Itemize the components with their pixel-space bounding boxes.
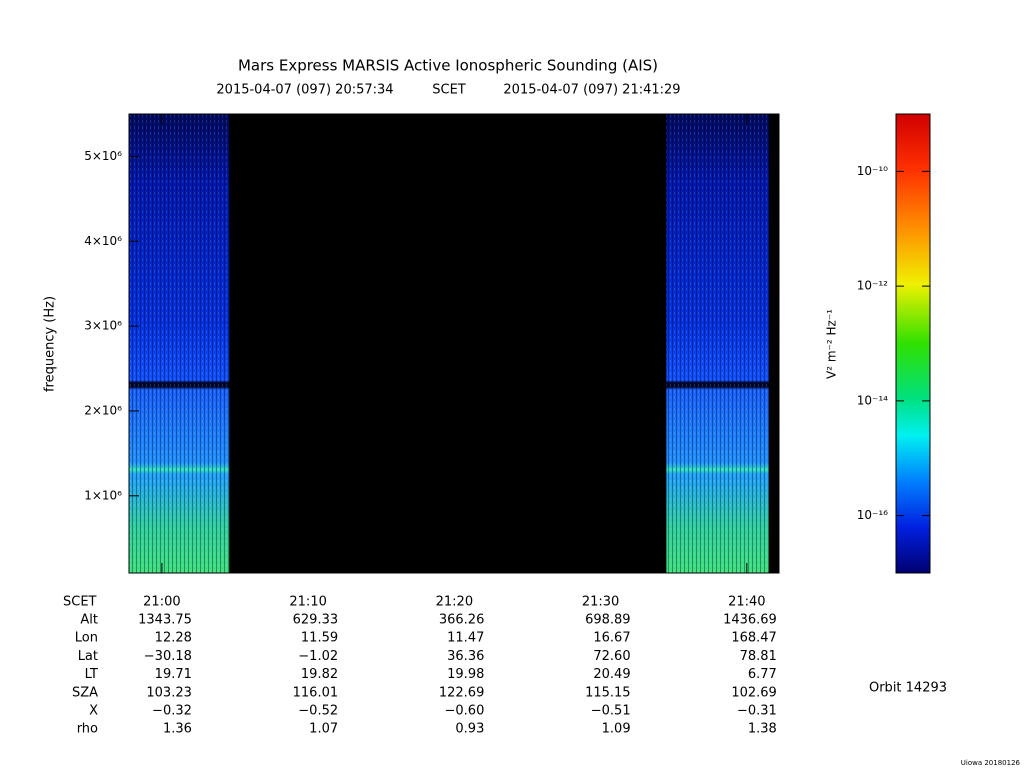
ephemeris-value: 11.47: [447, 631, 484, 646]
y-tick-label: 5×10⁶: [84, 149, 122, 163]
ephemeris-value: 12.28: [155, 631, 192, 646]
ephemeris-value: 366.26: [439, 613, 485, 628]
ephemeris-value: −0.60: [445, 704, 485, 719]
orbit: Orbit 14293: [869, 681, 947, 696]
x-tick-label: 21:20: [436, 595, 473, 610]
end-time: 2015-04-07 (097) 21:41:29: [503, 83, 680, 98]
colorbar-tick-label: 10⁻¹⁴: [857, 393, 888, 407]
x-tick-label: 21:30: [582, 595, 619, 610]
ephemeris-value: 11.59: [301, 631, 338, 646]
ephemeris-value: 122.69: [439, 685, 485, 700]
y-tick-label: 3×10⁶: [84, 319, 122, 333]
ephemeris-value: 20.49: [593, 667, 630, 682]
ephemeris-label: LT: [85, 667, 98, 682]
ephemeris-value: 36.36: [447, 649, 484, 664]
spectrogram-texture: [129, 114, 230, 573]
start-time: 2015-04-07 (097) 20:57:34: [216, 83, 393, 98]
ephemeris-value: 102.69: [731, 685, 777, 700]
ephemeris-value: 19.98: [447, 667, 484, 682]
colorbar-tick-label: 10⁻¹⁶: [857, 508, 888, 522]
x-tick-label: 21:40: [728, 595, 765, 610]
credit: Uiowa 20180126: [961, 759, 1021, 767]
ephemeris-value: 698.89: [585, 613, 631, 628]
y-tick-label: 4×10⁶: [84, 234, 122, 248]
colorbar-tick-label: 10⁻¹²: [857, 279, 888, 293]
colorbar-tick-label: 10⁻¹⁰: [857, 164, 888, 178]
ephemeris-value: −0.51: [591, 704, 631, 719]
ephemeris-value: 1.09: [602, 722, 631, 737]
y-tick-label: 2×10⁶: [84, 403, 122, 417]
ephemeris-header: SCET: [63, 595, 97, 610]
spectrogram-texture: [666, 114, 769, 573]
ephemeris-value: 103.23: [146, 685, 192, 700]
ephemeris-value: 1.36: [163, 722, 192, 737]
ephemeris-value: 115.15: [585, 685, 631, 700]
ephemeris-label: SZA: [72, 685, 98, 700]
ephemeris-label: rho: [77, 722, 98, 737]
ephemeris-value: −0.31: [737, 704, 777, 719]
ephemeris-value: 629.33: [293, 613, 339, 628]
ephemeris-value: 1.07: [309, 722, 338, 737]
ephemeris-value: 16.67: [593, 631, 630, 646]
ephemeris-value: 0.93: [455, 722, 484, 737]
ephemeris-value: 116.01: [293, 685, 339, 700]
ephemeris-value: 19.71: [155, 667, 192, 682]
y-axis-label: frequency (Hz): [43, 296, 58, 392]
ephemeris-value: 1343.75: [138, 613, 192, 628]
ephemeris-value: 1436.69: [723, 613, 777, 628]
ephemeris-value: 6.77: [748, 667, 777, 682]
ephemeris-value: 1.38: [748, 722, 777, 737]
ephemeris-label: X: [89, 704, 98, 719]
colorbar-label: V² m⁻² Hz⁻¹: [825, 309, 839, 379]
ephemeris-value: −1.02: [298, 649, 338, 664]
ephemeris-value: 78.81: [740, 649, 777, 664]
ephemeris-label: Alt: [80, 613, 98, 628]
x-tick-label: 21:00: [143, 595, 180, 610]
colorbar: [895, 113, 931, 574]
ephemeris-value: 72.60: [593, 649, 630, 664]
ephemeris-value: −0.52: [298, 704, 338, 719]
y-tick-label: 1×10⁶: [84, 488, 122, 502]
ephemeris-value: −0.32: [152, 704, 192, 719]
ephemeris-label: Lat: [78, 649, 98, 664]
time-label: SCET: [432, 83, 466, 98]
ephemeris-value: 168.47: [731, 631, 777, 646]
ephemeris-value: 19.82: [301, 667, 338, 682]
chart-title: Mars Express MARSIS Active Ionospheric S…: [238, 57, 658, 75]
x-tick-label: 21:10: [289, 595, 326, 610]
ephemeris-label: Lon: [75, 631, 98, 646]
ephemeris-value: −30.18: [144, 649, 192, 664]
